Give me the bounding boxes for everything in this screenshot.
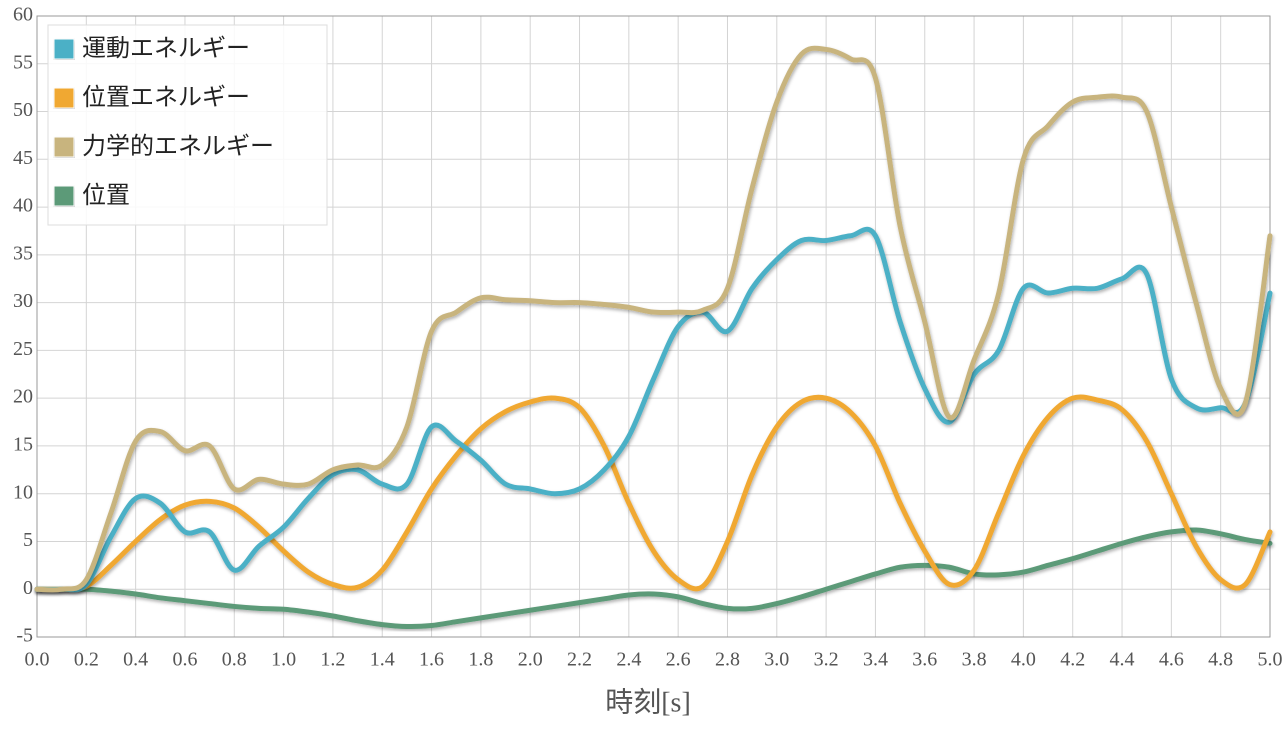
y-tick-label: 5 (23, 529, 33, 551)
y-tick-label: 60 (13, 4, 33, 26)
legend-swatch (53, 87, 75, 109)
legend-label: 位置エネルギー (82, 83, 250, 111)
x-tick-label: 4.8 (1208, 649, 1233, 671)
legend-swatch (53, 38, 75, 60)
series-line (34, 226, 1273, 593)
x-tick-label: 3.2 (814, 649, 839, 671)
y-tick-label: 50 (13, 99, 33, 121)
y-tick-label: 45 (13, 147, 33, 169)
y-tick-label: 30 (13, 290, 33, 312)
plot-border (36, 15, 1271, 638)
legend-swatch (53, 185, 75, 207)
y-tick-label: 20 (13, 386, 33, 408)
x-axis-title: 時刻[s] (605, 686, 691, 718)
x-tick-label: 1.8 (468, 649, 493, 671)
x-tick-label: 0.4 (123, 649, 148, 671)
legend-label: 位置 (82, 181, 130, 209)
legend-swatch (53, 136, 75, 158)
y-tick-label: 10 (13, 481, 33, 503)
x-tick-label: 2.2 (567, 649, 592, 671)
series-line (34, 527, 1273, 630)
x-tick-label: 0.6 (172, 649, 197, 671)
x-tick-label: 4.6 (1159, 649, 1184, 671)
x-tick-label: 0.8 (222, 649, 247, 671)
y-tick-label: 35 (13, 242, 33, 264)
x-tick-label: 4.2 (1060, 649, 1085, 671)
x-tick-label: 0.2 (74, 649, 99, 671)
x-tick-label: 0.0 (25, 649, 50, 671)
series-line (34, 45, 1273, 593)
y-tick-label: 40 (13, 195, 33, 217)
legend-label: 力学的エネルギー (82, 132, 274, 160)
y-tick-label: 25 (13, 338, 33, 360)
y-tick-label: 0 (23, 577, 33, 599)
x-tick-label: 4.4 (1110, 649, 1135, 671)
x-tick-label: 1.6 (419, 649, 444, 671)
x-tick-label: 2.8 (715, 649, 740, 671)
legend-box (47, 24, 328, 226)
series-line (34, 394, 1273, 592)
x-tick-label: 5.0 (1258, 649, 1283, 671)
x-tick-label: 3.4 (863, 649, 888, 671)
x-tick-label: 2.6 (666, 649, 691, 671)
x-tick-label: 1.2 (320, 649, 345, 671)
y-tick-label: 15 (13, 434, 33, 456)
y-tick-label: -5 (16, 625, 33, 647)
x-tick-label: 3.0 (764, 649, 789, 671)
x-tick-label: 4.0 (1011, 649, 1036, 671)
x-tick-label: 3.8 (962, 649, 987, 671)
legend-label: 運動エネルギー (82, 34, 250, 62)
x-tick-label: 1.0 (271, 649, 296, 671)
x-tick-label: 1.4 (370, 649, 395, 671)
x-tick-label: 2.0 (518, 649, 543, 671)
x-tick-label: 3.6 (912, 649, 937, 671)
y-tick-label: 55 (13, 51, 33, 73)
x-tick-label: 2.4 (616, 649, 641, 671)
